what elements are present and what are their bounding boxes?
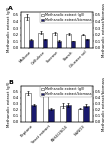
Bar: [29, 40, 33, 48]
Text: A: A: [8, 6, 13, 11]
Legend: Methanolic extract (g/l), Methanolic extract/biomass: Methanolic extract (g/l), Methanolic ext…: [40, 86, 92, 97]
Bar: [78, 109, 83, 122]
Bar: [48, 109, 54, 122]
Bar: [24, 17, 29, 48]
Bar: [43, 95, 48, 122]
Bar: [52, 33, 57, 48]
Y-axis label: Methanolic extract/biomass: Methanolic extract/biomass: [102, 3, 106, 57]
Bar: [83, 106, 89, 122]
Y-axis label: Methanolic extract (g/l): Methanolic extract (g/l): [8, 81, 11, 127]
Bar: [66, 105, 71, 122]
Bar: [60, 106, 66, 122]
Bar: [25, 93, 31, 122]
Y-axis label: Methanolic extract (g/l): Methanolic extract (g/l): [8, 7, 11, 52]
Bar: [57, 41, 61, 48]
Y-axis label: Methanolic extract/biomass: Methanolic extract/biomass: [102, 77, 106, 131]
Text: B: B: [8, 80, 13, 85]
Bar: [38, 33, 43, 48]
Bar: [31, 105, 36, 122]
Bar: [43, 39, 47, 48]
Bar: [85, 39, 89, 48]
Bar: [71, 41, 75, 48]
Bar: [81, 34, 85, 48]
Bar: [67, 34, 71, 48]
Legend: Methanolic extract (g/l), Methanolic extract/biomass: Methanolic extract (g/l), Methanolic ext…: [40, 12, 92, 23]
